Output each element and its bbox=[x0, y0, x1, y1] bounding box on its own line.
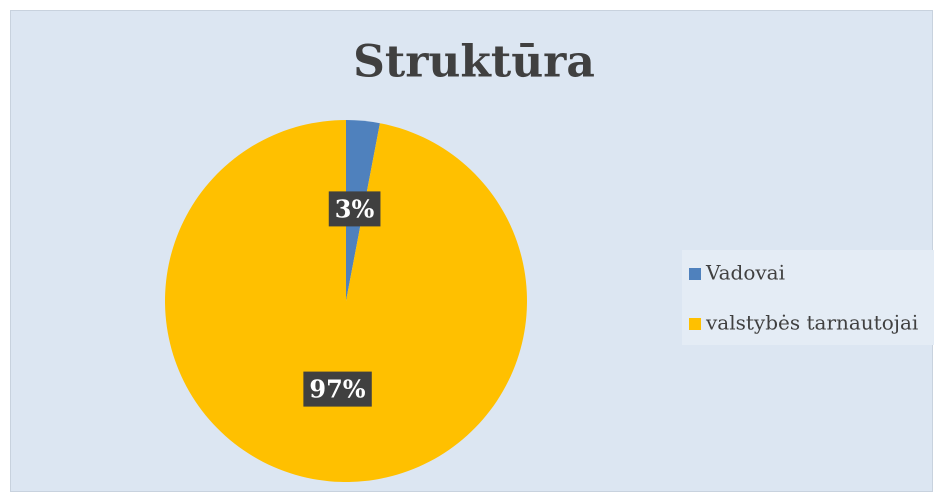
chart-title: Struktūra bbox=[353, 37, 595, 88]
data-label: 97% bbox=[309, 375, 365, 404]
data-label: 3% bbox=[335, 194, 375, 223]
legend-swatch bbox=[689, 318, 701, 330]
legend-swatch bbox=[689, 268, 701, 280]
legend-label: valstybės tarnautojai bbox=[705, 311, 918, 335]
legend-background bbox=[682, 250, 934, 345]
legend: Vadovai valstybės tarnautojai bbox=[682, 250, 934, 345]
pie-slice bbox=[165, 120, 528, 482]
data-label-box bbox=[328, 191, 381, 227]
legend-label: Vadovai bbox=[705, 261, 785, 285]
pie bbox=[165, 120, 528, 482]
data-label-box bbox=[303, 371, 372, 407]
data-labels: 3% 97% bbox=[303, 191, 381, 407]
